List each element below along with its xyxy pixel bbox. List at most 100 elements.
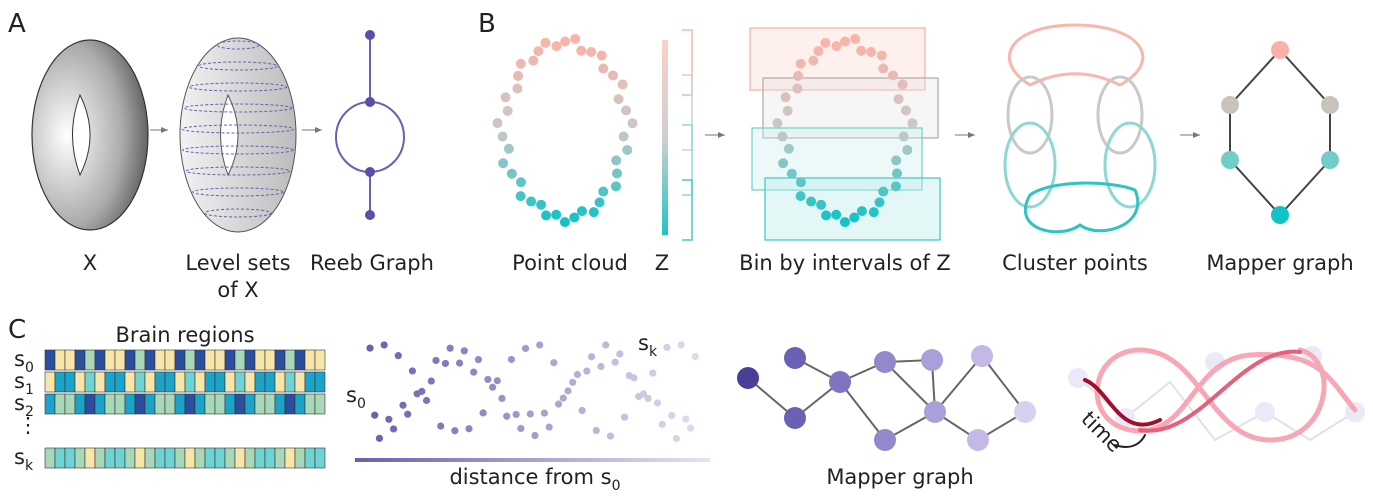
mapper-nodes: [1221, 41, 1339, 224]
end-label: sk: [638, 331, 658, 360]
cell: [125, 372, 135, 392]
point: [622, 145, 632, 155]
cell: [75, 350, 85, 370]
cell: [155, 394, 165, 414]
point: [371, 412, 378, 419]
point: [546, 423, 553, 430]
row-labels: s0s1s2sk: [14, 347, 34, 474]
point: [866, 47, 876, 57]
row-label-sub: 0: [25, 360, 34, 376]
cell: [305, 350, 315, 370]
point: [781, 92, 791, 102]
cell: [135, 372, 145, 392]
point: [796, 177, 806, 187]
cell: [75, 394, 85, 414]
cell: [225, 372, 235, 392]
panel-label: C: [8, 315, 26, 345]
point: [489, 384, 496, 391]
point: [783, 106, 793, 116]
point: [475, 356, 482, 363]
cell: [125, 448, 135, 468]
point: [447, 345, 454, 352]
cell: [145, 372, 155, 392]
row-label-base: s: [14, 347, 25, 371]
mapper-nodes: [737, 345, 1036, 451]
caption: of X: [217, 278, 258, 302]
point: [621, 105, 631, 115]
point: [840, 217, 850, 227]
point-cloud: [492, 34, 637, 227]
cell: [85, 394, 95, 414]
cell: [245, 394, 255, 414]
cell: [215, 394, 225, 414]
cell: [305, 448, 315, 468]
cell: [125, 394, 135, 414]
point: [597, 50, 607, 60]
point: [816, 200, 826, 210]
point: [588, 353, 595, 360]
point: [645, 395, 652, 402]
cell: [105, 448, 115, 468]
point: [678, 341, 685, 348]
cell: [55, 372, 65, 392]
point: [470, 369, 477, 376]
heatmap-title: Brain regions: [115, 323, 254, 347]
row-label-base: s: [14, 445, 25, 469]
point: [399, 402, 406, 409]
cell: [255, 394, 265, 414]
point: [778, 132, 788, 142]
point: [792, 83, 802, 93]
point: [385, 416, 392, 423]
point: [376, 435, 383, 442]
cell: [45, 372, 55, 392]
point: [659, 421, 666, 428]
cell: [125, 350, 135, 370]
cell: [295, 448, 305, 468]
point: [614, 94, 624, 104]
point: [560, 37, 570, 47]
point: [541, 210, 551, 220]
cell: [315, 372, 325, 392]
figure: A X Level sets of X Reeb Graph B Point c…: [0, 0, 1373, 492]
cell: [235, 448, 245, 468]
cell: [215, 448, 225, 468]
point: [692, 353, 699, 360]
point: [498, 395, 505, 402]
point: [673, 435, 680, 442]
cell: [155, 350, 165, 370]
point: [891, 181, 901, 191]
point: [630, 374, 637, 381]
point: [586, 47, 596, 57]
point: [569, 212, 579, 222]
cell: [185, 394, 195, 414]
point: [663, 344, 670, 351]
cell: [275, 394, 285, 414]
caption: Point cloud: [512, 251, 628, 275]
point: [898, 79, 908, 89]
cell: [145, 448, 155, 468]
cell: [245, 350, 255, 370]
point: [598, 187, 608, 197]
cell: [305, 372, 315, 392]
point: [899, 131, 909, 141]
point: [503, 106, 513, 116]
caption: distance from s0: [449, 465, 620, 492]
cell: [55, 448, 65, 468]
cell: [265, 350, 275, 370]
cell: [265, 372, 275, 392]
cell: [295, 350, 305, 370]
cell: [85, 448, 95, 468]
cell: [95, 350, 105, 370]
point: [513, 71, 523, 81]
caption: Mapper graph: [1206, 251, 1353, 275]
point: [621, 414, 628, 421]
cell: [215, 372, 225, 392]
cell: [85, 372, 95, 392]
point: [423, 397, 430, 404]
cell: [55, 394, 65, 414]
cell: [185, 350, 195, 370]
point: [456, 360, 463, 367]
cell: [45, 350, 55, 370]
point: [598, 64, 608, 74]
point: [540, 38, 550, 48]
